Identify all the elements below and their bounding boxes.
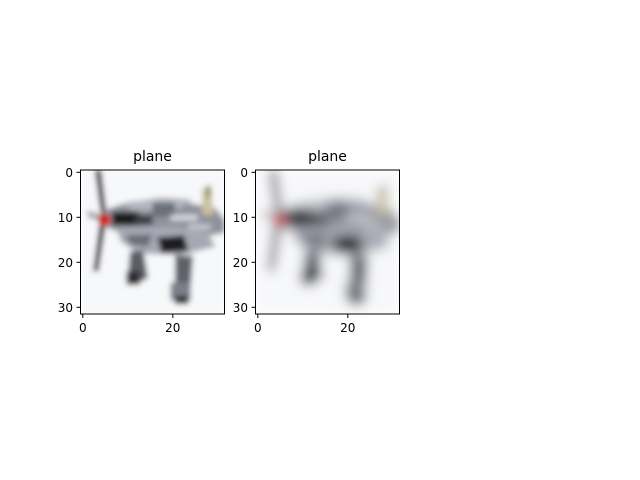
right-panel: plane 0 10 20 30 0 20 (233, 149, 400, 335)
right-y-tick-label: 10 (233, 211, 248, 225)
right-panel-y-axis: 0 10 20 30 (233, 166, 256, 315)
left-panel-frame (80, 169, 225, 315)
left-panel-x-axis: 0 20 (79, 314, 180, 335)
left-x-tick-label: 0 (79, 321, 87, 335)
left-panel-y-axis: 0 10 20 30 (58, 166, 81, 315)
right-panel-image (255, 170, 400, 314)
right-y-tick-label: 20 (233, 256, 248, 270)
right-y-tick-label: 30 (233, 301, 248, 315)
left-y-tick-label: 0 (65, 166, 73, 180)
left-panel: plane 0 10 20 30 0 20 (58, 149, 225, 335)
left-panel-image (80, 170, 225, 314)
left-y-tick-label: 10 (58, 211, 73, 225)
right-y-tick-label: 0 (240, 166, 248, 180)
right-panel-x-axis: 0 20 (254, 314, 355, 335)
left-y-tick-label: 20 (58, 256, 73, 270)
right-x-tick-label: 0 (254, 321, 262, 335)
right-panel-title: plane (308, 149, 347, 165)
right-panel-frame (255, 169, 400, 315)
left-x-tick-label: 20 (165, 321, 180, 335)
left-panel-title: plane (133, 149, 172, 165)
right-x-tick-label: 20 (340, 321, 355, 335)
left-y-tick-label: 30 (58, 301, 73, 315)
